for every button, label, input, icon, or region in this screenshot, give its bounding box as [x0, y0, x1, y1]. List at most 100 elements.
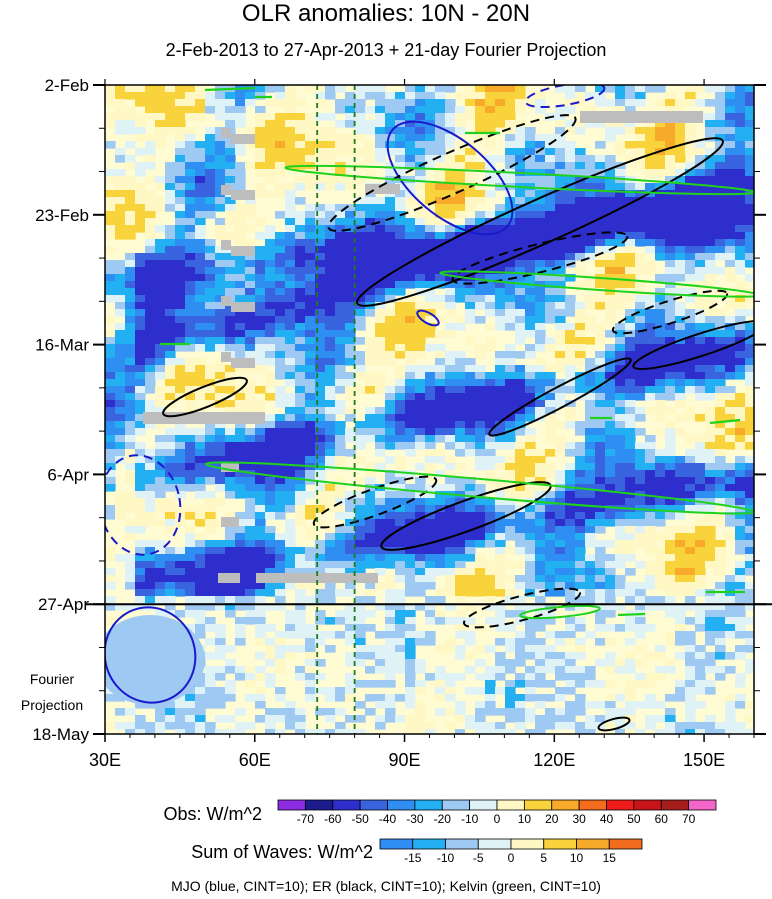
- field-cell: [435, 155, 446, 163]
- field-cell: [165, 99, 176, 107]
- field-cell: [395, 715, 406, 723]
- field-cell: [245, 575, 256, 583]
- field-cell: [545, 505, 556, 513]
- field-cell: [385, 666, 396, 674]
- field-cell: [405, 225, 416, 233]
- field-cell: [365, 379, 376, 387]
- field-cell: [665, 470, 676, 478]
- field-cell: [745, 477, 754, 485]
- field-cell: [655, 253, 666, 261]
- field-cell: [615, 190, 626, 198]
- field-cell: [275, 134, 286, 142]
- field-cell: [505, 239, 516, 247]
- field-cell: [665, 722, 676, 730]
- field-cell: [515, 512, 526, 520]
- field-cell: [685, 92, 696, 100]
- field-cell: [445, 295, 456, 303]
- field-cell: [365, 463, 376, 471]
- field-cell: [185, 267, 196, 275]
- field-cell: [145, 407, 156, 415]
- field-cell: [485, 218, 496, 226]
- field-cell: [475, 463, 486, 471]
- field-cell: [205, 260, 216, 268]
- field-cell: [155, 323, 166, 331]
- field-cell: [355, 498, 366, 506]
- field-cell: [395, 337, 406, 345]
- field-cell: [475, 484, 486, 492]
- field-cell: [355, 610, 366, 618]
- field-cell: [195, 106, 206, 114]
- field-cell: [735, 225, 746, 233]
- field-cell: [205, 540, 216, 548]
- field-cell: [565, 470, 576, 478]
- field-cell: [205, 596, 216, 604]
- field-cell: [595, 323, 606, 331]
- field-cell: [695, 673, 706, 681]
- field-cell: [365, 225, 376, 233]
- field-cell: [115, 603, 126, 611]
- field-cell: [455, 400, 466, 408]
- field-cell: [285, 141, 296, 149]
- field-cell: [595, 400, 606, 408]
- field-cell: [705, 351, 716, 359]
- field-cell: [355, 316, 366, 324]
- field-cell: [635, 470, 646, 478]
- field-cell: [245, 274, 256, 282]
- field-cell: [415, 701, 426, 709]
- field-cell: [575, 582, 586, 590]
- field-cell: [575, 498, 586, 506]
- field-cell: [255, 631, 266, 639]
- field-cell: [295, 505, 306, 513]
- field-cell: [645, 456, 656, 464]
- field-cell: [685, 183, 696, 191]
- field-cell: [625, 386, 636, 394]
- field-cell: [385, 554, 396, 562]
- field-cell: [145, 554, 156, 562]
- field-cell: [225, 491, 236, 499]
- field-cell: [235, 99, 246, 107]
- field-cell: [635, 295, 646, 303]
- field-cell: [675, 722, 686, 730]
- field-cell: [135, 113, 146, 121]
- field-cell: [345, 582, 356, 590]
- field-cell: [685, 323, 696, 331]
- field-cell: [275, 365, 286, 373]
- field-cell: [435, 694, 446, 702]
- field-cell: [645, 330, 656, 338]
- field-cell: [665, 456, 676, 464]
- field-cell: [625, 218, 636, 226]
- field-cell: [355, 274, 366, 282]
- field-cell: [415, 386, 426, 394]
- field-cell: [125, 253, 136, 261]
- field-cell: [415, 92, 426, 100]
- field-cell: [355, 218, 366, 226]
- field-cell: [185, 183, 196, 191]
- field-cell: [355, 211, 366, 219]
- field-cell: [705, 729, 716, 734]
- field-cell: [505, 253, 516, 261]
- field-cell: [735, 456, 746, 464]
- field-cell: [465, 204, 476, 212]
- field-cell: [205, 498, 216, 506]
- field-cell: [545, 715, 556, 723]
- field-cell: [725, 99, 736, 107]
- field-cell: [535, 302, 546, 310]
- field-cell: [385, 673, 396, 681]
- field-cell: [115, 295, 126, 303]
- field-cell: [305, 624, 316, 632]
- field-cell: [695, 337, 706, 345]
- field-cell: [315, 225, 326, 233]
- field-cell: [725, 260, 736, 268]
- field-cell: [265, 428, 276, 436]
- field-cell: [155, 288, 166, 296]
- field-cell: [635, 92, 646, 100]
- field-cell: [405, 638, 416, 646]
- field-cell: [275, 645, 286, 653]
- field-cell: [255, 407, 266, 415]
- field-cell: [145, 281, 156, 289]
- field-cell: [455, 393, 466, 401]
- field-cell: [235, 239, 246, 247]
- field-cell: [475, 512, 486, 520]
- field-cell: [605, 190, 616, 198]
- field-cell: [685, 120, 696, 128]
